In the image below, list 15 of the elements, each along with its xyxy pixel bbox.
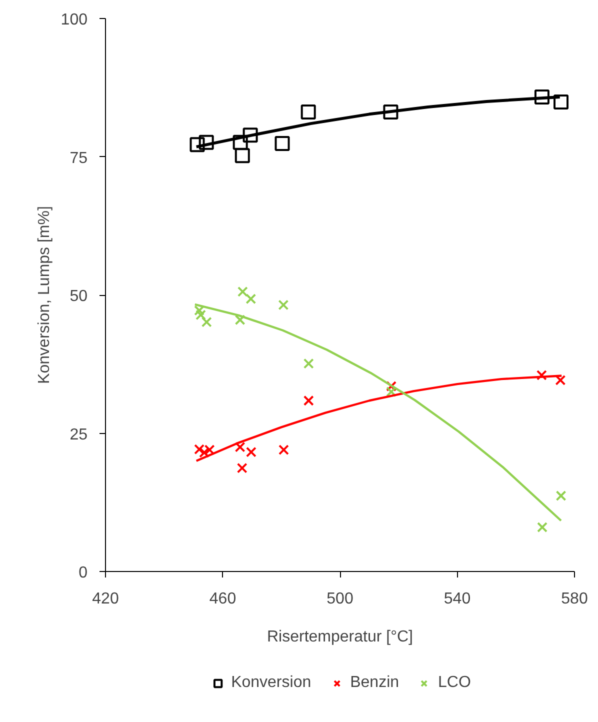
legend-label: Benzin bbox=[350, 674, 400, 692]
y-tick-label: 0 bbox=[78, 564, 88, 582]
legend-label: LCO bbox=[438, 674, 471, 692]
x-tick-label: 580 bbox=[561, 590, 588, 608]
x-tick-label: 460 bbox=[209, 590, 236, 608]
y-axis-title: Konversion, Lumps [m%] bbox=[36, 206, 53, 384]
x-axis-title: Risertemperatur [°C] bbox=[267, 628, 414, 646]
y-tick-label: 75 bbox=[70, 150, 88, 167]
x-tick-label: 540 bbox=[444, 590, 471, 608]
y-tick-label: 100 bbox=[60, 12, 88, 28]
y-tick-label: 25 bbox=[70, 426, 88, 444]
x-tick-label: 420 bbox=[92, 590, 119, 608]
x-tick-label: 500 bbox=[326, 590, 354, 608]
legend-label: Konversion bbox=[231, 674, 312, 692]
y-tick-label: 50 bbox=[70, 288, 88, 305]
